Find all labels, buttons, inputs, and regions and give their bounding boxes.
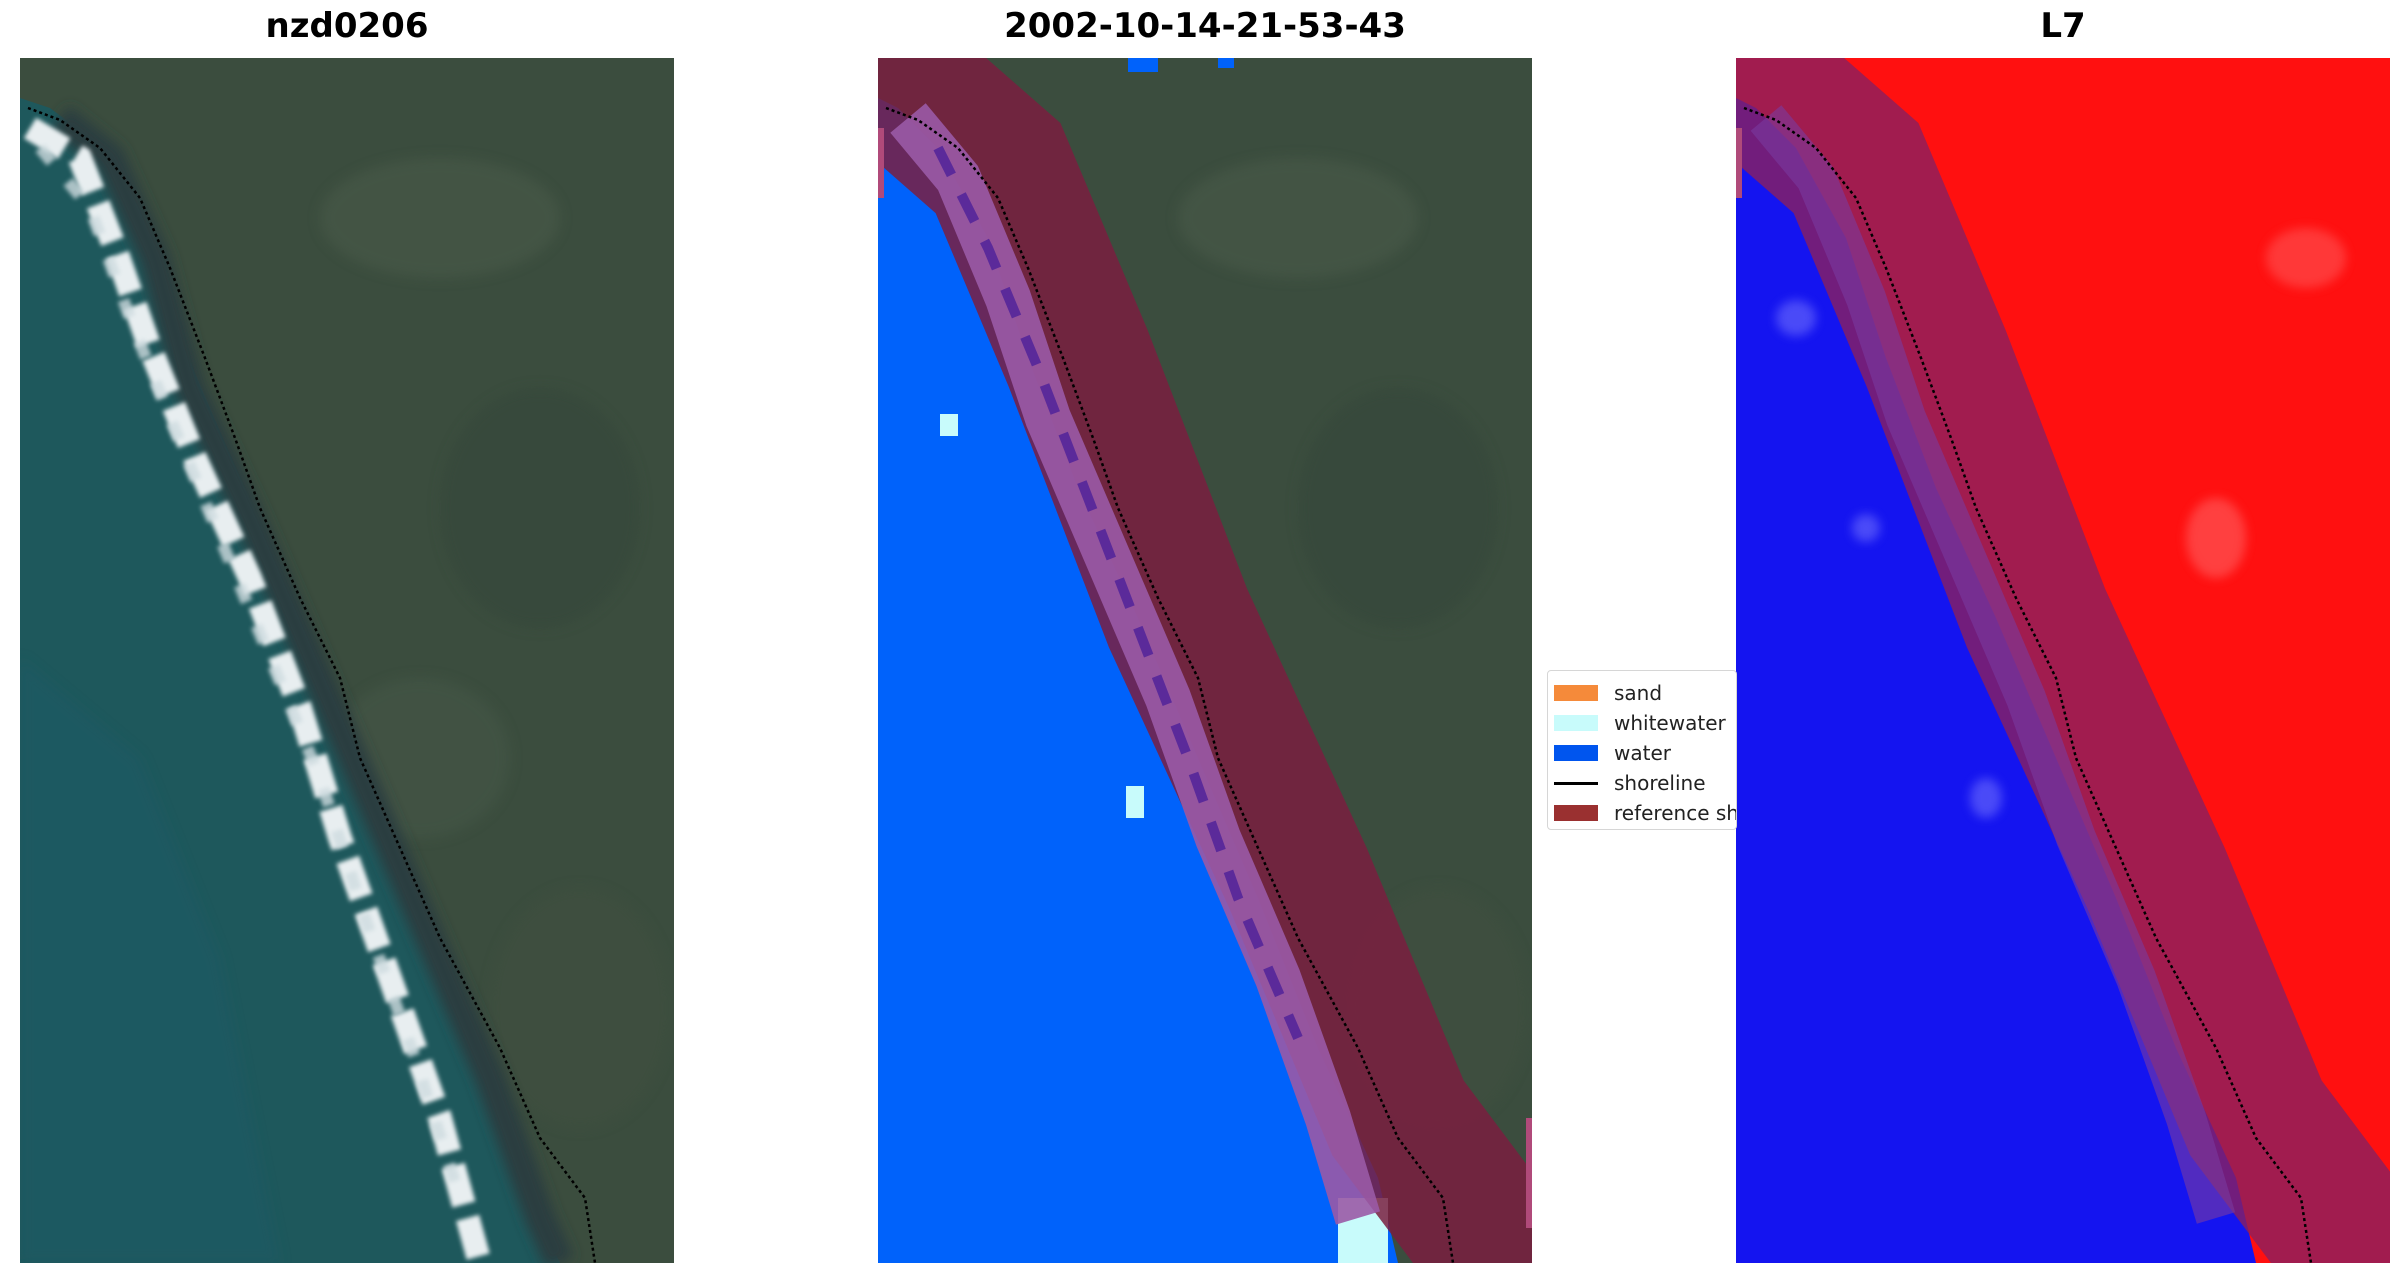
legend-label: water	[1614, 741, 1671, 765]
shoreline-line	[27, 106, 597, 1263]
rgb-image	[20, 58, 674, 1263]
buffer-swatch-icon	[1554, 805, 1598, 821]
legend-item-reference-buffer: reference shoreline buffer	[1548, 798, 1737, 828]
legend-item-whitewater: whitewater	[1548, 708, 1726, 738]
classified-image-panel	[878, 58, 1532, 1263]
legend-label: whitewater	[1614, 711, 1726, 735]
legend-label: sand	[1614, 681, 1663, 705]
panel-title-classified: 2002-10-14-21-53-43	[1004, 6, 1406, 46]
rgb-image-panel	[20, 58, 674, 1263]
shoreline-line-icon	[1554, 781, 1598, 785]
shoreline-line	[1743, 106, 2313, 1263]
legend-item-shoreline: shoreline	[1548, 768, 1706, 798]
shoreline-line	[885, 106, 1455, 1263]
panel-title-rgb: nzd0206	[265, 6, 429, 46]
water-swatch-icon	[1554, 745, 1598, 761]
legend-item-water: water	[1548, 738, 1671, 768]
index-image-panel	[1736, 58, 2390, 1263]
legend: sand whitewater water shoreline referenc…	[1547, 670, 1737, 830]
index-image	[1736, 58, 2390, 1263]
sand-swatch-icon	[1554, 685, 1598, 701]
whitewater-swatch-icon	[1554, 715, 1598, 731]
legend-label: shoreline	[1614, 771, 1706, 795]
classified-image	[878, 58, 1532, 1263]
legend-item-sand: sand	[1548, 678, 1662, 708]
reference-buffer	[878, 58, 1532, 1263]
panel-title-index: L7	[2040, 6, 2086, 46]
reference-buffer	[1736, 58, 2390, 1263]
legend-label: reference shoreline buffer	[1614, 801, 1737, 825]
